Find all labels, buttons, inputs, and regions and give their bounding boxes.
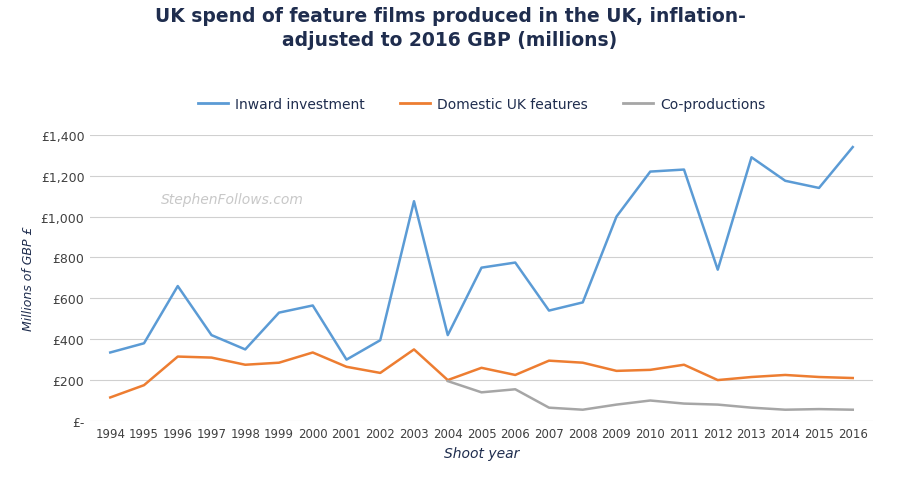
Text: UK spend of feature films produced in the UK, inflation-
adjusted to 2016 GBP (m: UK spend of feature films produced in th… (155, 7, 745, 50)
Text: StephenFollows.com: StephenFollows.com (160, 193, 303, 207)
Y-axis label: Millions of GBP £: Millions of GBP £ (22, 226, 35, 331)
X-axis label: Shoot year: Shoot year (444, 447, 519, 460)
Legend: Inward investment, Domestic UK features, Co-productions: Inward investment, Domestic UK features,… (192, 92, 771, 117)
